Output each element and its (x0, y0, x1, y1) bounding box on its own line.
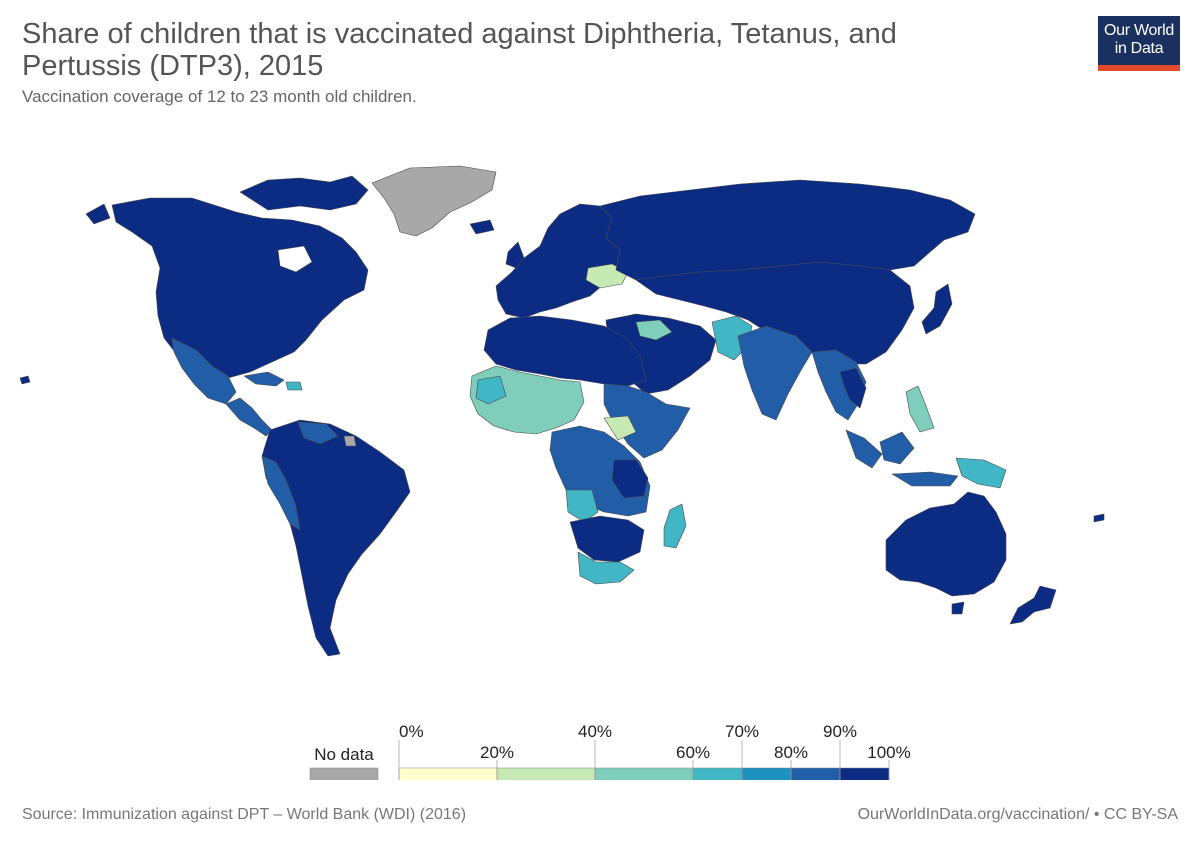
region-russia[interactable] (599, 179, 976, 281)
legend-tick-label-1: 20% (480, 743, 514, 762)
map-legend: No data 0% 20% 40% 60% 70% 80% 90% 100% (309, 722, 911, 780)
region-iceland[interactable] (469, 219, 495, 235)
region-arctic-islands[interactable] (239, 175, 369, 211)
logo-line-2: in Data (1114, 40, 1164, 57)
region-greenland[interactable] (371, 165, 497, 237)
region-angola[interactable] (565, 489, 599, 523)
region-australia[interactable] (885, 491, 1007, 597)
world-map[interactable] (0, 130, 1200, 690)
region-uk[interactable] (505, 241, 525, 269)
region-png[interactable] (955, 457, 1007, 489)
region-hawaii[interactable] (19, 375, 31, 385)
region-north-america[interactable] (111, 197, 369, 379)
legend-bin-2 (594, 767, 694, 780)
region-guiana[interactable] (343, 435, 357, 447)
region-indonesia[interactable] (845, 429, 959, 487)
region-south-america[interactable] (261, 419, 411, 657)
region-drc[interactable] (611, 459, 649, 499)
region-tasmania[interactable] (951, 601, 965, 615)
region-alaska-tip[interactable] (85, 203, 111, 225)
legend-tick-label-2: 40% (578, 722, 612, 741)
legend-bin-5 (790, 767, 841, 780)
legend-bin-4 (741, 767, 792, 780)
legend-bin-3 (692, 767, 743, 780)
region-japan[interactable] (921, 283, 953, 335)
region-madagascar[interactable] (663, 503, 687, 549)
region-philippines[interactable] (905, 385, 935, 433)
region-hispaniola[interactable] (285, 381, 303, 391)
legend-no-data-swatch (309, 767, 379, 780)
region-somalia-ethiopia[interactable] (603, 415, 637, 441)
chart-title: Share of children that is vaccinated aga… (22, 18, 897, 82)
source-note: Source: Immunization against DPT – World… (22, 806, 467, 823)
logo-accent-bar (1098, 65, 1180, 71)
region-new-zealand[interactable] (1009, 585, 1057, 625)
region-south-africa[interactable] (577, 551, 635, 585)
region-indochina[interactable] (839, 367, 867, 409)
owid-logo[interactable]: Our World in Data (1098, 16, 1180, 71)
credit-link[interactable]: OurWorldInData.org/vaccination/ • CC BY-… (857, 806, 1178, 823)
legend-tick-label-0: 0% (399, 722, 424, 741)
legend-tick-label-4: 70% (725, 722, 759, 741)
legend-bin-0 (398, 767, 498, 780)
region-ecuador-peru[interactable] (261, 455, 301, 531)
legend-tick-label-3: 60% (676, 743, 710, 762)
region-sahel[interactable] (475, 375, 507, 405)
region-syria-iraq[interactable] (635, 319, 673, 341)
region-caribbean[interactable] (243, 371, 285, 387)
legend-no-data-label: No data (314, 745, 374, 764)
logo-line-1: Our World (1104, 22, 1174, 39)
legend-tick-label-7: 100% (867, 743, 910, 762)
legend-bin-6 (839, 767, 890, 780)
chart-subtitle: Vaccination coverage of 12 to 23 month o… (22, 87, 417, 106)
legend-bin-1 (496, 767, 596, 780)
region-central-asia-china[interactable] (635, 261, 915, 365)
region-central-america[interactable] (225, 397, 273, 437)
legend-tick-label-6: 90% (823, 722, 857, 741)
region-pacific-islands[interactable] (1093, 513, 1105, 523)
region-venezuela[interactable] (297, 421, 339, 445)
region-southern-africa[interactable] (569, 515, 645, 563)
region-india[interactable] (737, 325, 813, 421)
legend-tick-label-5: 80% (774, 743, 808, 762)
region-southeast-asia[interactable] (811, 349, 867, 421)
